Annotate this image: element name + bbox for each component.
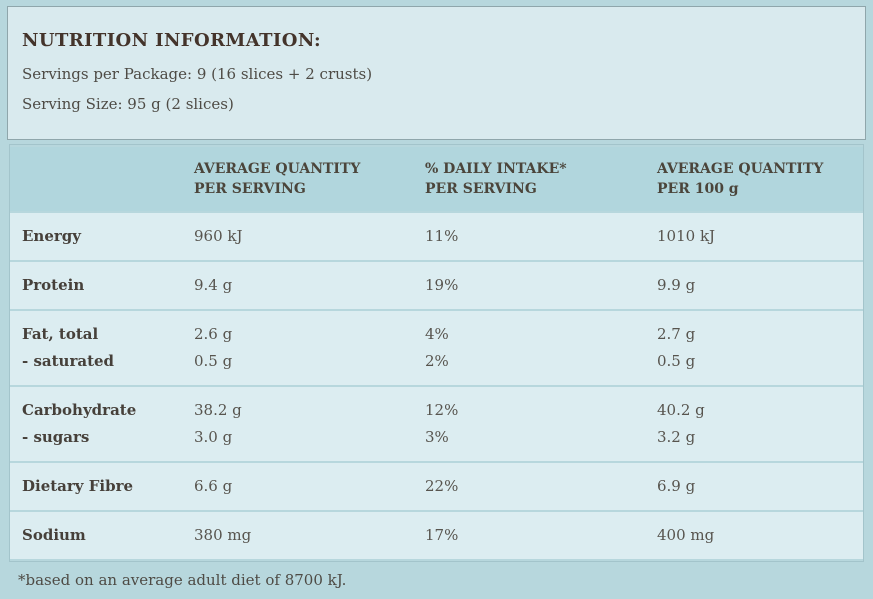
per-100g-cell: 40.2 g 3.2 g	[657, 386, 863, 461]
cell-line: 4%	[425, 324, 449, 343]
cell-line: - sugars	[22, 427, 90, 446]
cell-line: 6.9 g	[657, 476, 696, 495]
per-100g-cell: 6.9 g	[657, 462, 863, 510]
table-row: Sodium 380 mg 17% 400 mg	[10, 511, 863, 559]
cell-line: 9.9 g	[657, 275, 696, 294]
serving-size: Serving Size: 95 g (2 slices)	[22, 95, 234, 114]
column-header-line: PER 100 g	[657, 180, 739, 197]
table-row: Dietary Fibre 6.6 g 22% 6.9 g	[10, 462, 863, 510]
cell-line: 3.0 g	[194, 427, 233, 446]
cell-line: 3%	[425, 427, 449, 446]
column-header-per_100g: AVERAGE QUANTITY PER 100 g	[657, 146, 863, 211]
nutrient-name-cell: Fat, total - saturated	[10, 310, 194, 385]
cell-line: 2.6 g	[194, 324, 233, 343]
table-row: Carbohydrate - sugars 38.2 g 3.0 g 12% 3% 40.2…	[10, 386, 863, 461]
cell-line: - saturated	[22, 351, 115, 370]
cell-line: 12%	[425, 400, 459, 419]
per-100g-cell: 1010 kJ	[657, 212, 863, 260]
per-serving-cell: 38.2 g 3.0 g	[194, 386, 425, 461]
daily-intake-cell: 19%	[425, 261, 657, 309]
cell-line: 2%	[425, 351, 449, 370]
nutrition-info-header-box: NUTRITION INFORMATION: Servings per Pack…	[7, 6, 866, 140]
table-row: Fat, total - saturated 2.6 g 0.5 g 4% 2% 2.7 g…	[10, 310, 863, 385]
cell-line: 960 kJ	[194, 226, 243, 245]
table-header-row: AVERAGE QUANTITY PER SERVING% DAILY INTAK…	[10, 146, 863, 211]
column-header-nutrient	[10, 146, 194, 211]
cell-line: Dietary Fibre	[22, 476, 134, 495]
panel-title: NUTRITION INFORMATION:	[22, 30, 322, 51]
per-serving-cell: 2.6 g 0.5 g	[194, 310, 425, 385]
nutrient-name-cell: Energy	[10, 212, 194, 260]
per-serving-cell: 9.4 g	[194, 261, 425, 309]
cell-line: 0.5 g	[657, 351, 696, 370]
column-header-daily_intake: % DAILY INTAKE* PER SERVING	[425, 146, 657, 211]
per-100g-cell: 2.7 g 0.5 g	[657, 310, 863, 385]
column-header-per_serving: AVERAGE QUANTITY PER SERVING	[194, 146, 425, 211]
cell-line: 40.2 g	[657, 400, 705, 419]
per-serving-cell: 380 mg	[194, 511, 425, 559]
cell-line: 11%	[425, 226, 459, 245]
cell-line: Fat, total	[22, 324, 99, 343]
cell-line: 9.4 g	[194, 275, 233, 294]
cell-line: 22%	[425, 476, 459, 495]
daily-intake-footnote: *based on an average adult diet of 8700 …	[18, 570, 347, 589]
daily-intake-cell: 11%	[425, 212, 657, 260]
table-row: Protein 9.4 g 19% 9.9 g	[10, 261, 863, 309]
column-header-line: AVERAGE QUANTITY	[657, 160, 824, 177]
daily-intake-cell: 12% 3%	[425, 386, 657, 461]
daily-intake-cell: 4% 2%	[425, 310, 657, 385]
cell-line: Sodium	[22, 525, 86, 544]
cell-line: Protein	[22, 275, 85, 294]
cell-line: 3.2 g	[657, 427, 696, 446]
column-header-line: PER SERVING	[194, 180, 306, 197]
nutrient-name-cell: Protein	[10, 261, 194, 309]
cell-line: 0.5 g	[194, 351, 233, 370]
servings-per-package: Servings per Package: 9 (16 slices + 2 c…	[22, 65, 373, 83]
column-header-line: % DAILY INTAKE*	[425, 160, 567, 177]
table-row: Energy 960 kJ 11% 1010 kJ	[10, 212, 863, 260]
per-100g-cell: 400 mg	[657, 511, 863, 559]
cell-line: 1010 kJ	[657, 226, 716, 245]
per-serving-cell: 960 kJ	[194, 212, 425, 260]
nutrient-name-cell: Carbohydrate - sugars	[10, 386, 194, 461]
cell-line: 19%	[425, 275, 459, 294]
cell-line: 380 mg	[194, 525, 252, 544]
cell-line: Carbohydrate	[22, 400, 137, 419]
nutrition-table: AVERAGE QUANTITY PER SERVING% DAILY INTAK…	[9, 143, 864, 562]
daily-intake-cell: 22%	[425, 462, 657, 510]
cell-line: Energy	[22, 226, 81, 245]
column-header-line: PER SERVING	[425, 180, 537, 197]
cell-line: 38.2 g	[194, 400, 242, 419]
per-serving-cell: 6.6 g	[194, 462, 425, 510]
per-100g-cell: 9.9 g	[657, 261, 863, 309]
nutrient-name-cell: Dietary Fibre	[10, 462, 194, 510]
cell-line: 400 mg	[657, 525, 715, 544]
column-header-line: AVERAGE QUANTITY	[194, 160, 361, 177]
cell-line: 2.7 g	[657, 324, 696, 343]
cell-line: 6.6 g	[194, 476, 233, 495]
daily-intake-cell: 17%	[425, 511, 657, 559]
nutrient-name-cell: Sodium	[10, 511, 194, 559]
cell-line: 17%	[425, 525, 459, 544]
